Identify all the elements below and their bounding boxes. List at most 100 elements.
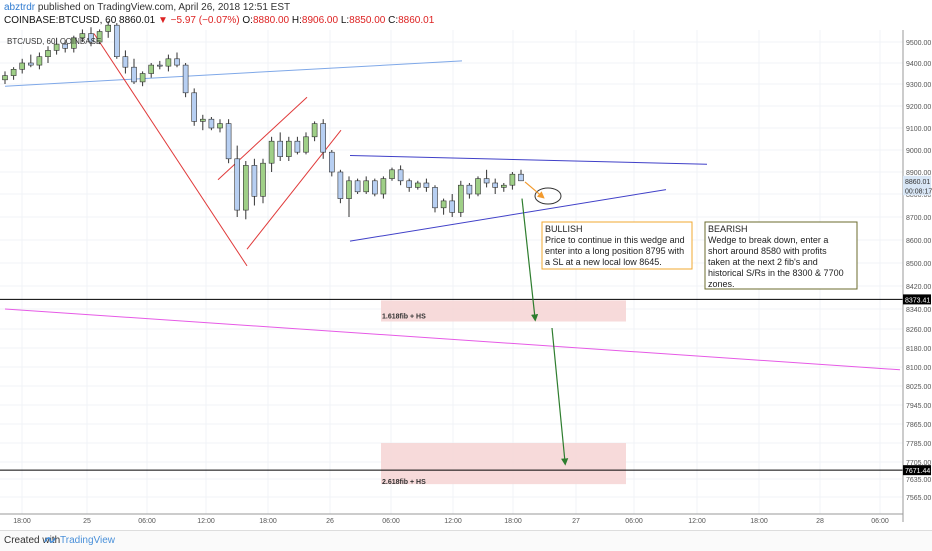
candle[interactable] (414, 180, 421, 190)
candle[interactable] (406, 178, 413, 192)
price-label-bg (903, 294, 931, 305)
candle[interactable] (225, 119, 232, 164)
candle[interactable] (234, 145, 240, 217)
candle[interactable] (182, 63, 189, 98)
y-tick-label: 8180.00 (906, 346, 931, 353)
candle[interactable] (500, 183, 507, 192)
candle[interactable] (268, 136, 275, 172)
candle[interactable] (174, 52, 180, 68)
x-tick-label: 28 (816, 518, 824, 525)
candle[interactable] (122, 50, 129, 74)
green-arrow-1[interactable] (521, 198, 539, 322)
candle[interactable] (62, 39, 69, 53)
candle[interactable] (27, 54, 34, 68)
candle[interactable] (380, 176, 387, 199)
wedge-upper-line[interactable] (349, 155, 708, 165)
price-chart[interactable]: 1.618fib + HS 2.618fib + HS BULLISHPrice … (0, 0, 932, 530)
candle-body (208, 118, 215, 129)
candle[interactable] (518, 169, 524, 182)
tradingview-brand-link[interactable]: TradingView (60, 535, 116, 546)
candle[interactable] (311, 121, 318, 142)
candle[interactable] (475, 176, 481, 197)
candle[interactable] (397, 165, 404, 186)
candle[interactable] (139, 71, 146, 87)
candle[interactable] (71, 35, 77, 53)
candle[interactable] (492, 178, 499, 194)
bearish-note-box (704, 221, 858, 290)
candle-body (260, 162, 266, 197)
green-arrow-2[interactable] (551, 327, 569, 466)
candle-body (475, 178, 481, 195)
candle[interactable] (191, 88, 197, 126)
candle[interactable] (251, 158, 258, 206)
candle[interactable] (208, 117, 215, 131)
candle[interactable] (354, 178, 361, 194)
candle[interactable] (217, 119, 223, 133)
candle[interactable] (328, 150, 335, 177)
candle[interactable] (277, 132, 284, 161)
trendline-pink[interactable] (4, 308, 901, 371)
candle[interactable] (509, 172, 516, 190)
candle[interactable] (105, 21, 111, 38)
open-value: 8880.00 (252, 15, 290, 26)
x-tick-label: 06:00 (625, 518, 643, 525)
candle[interactable] (303, 132, 309, 155)
orange-arrow[interactable] (524, 181, 545, 199)
candle[interactable] (131, 58, 137, 84)
candle[interactable] (148, 63, 154, 78)
y-tick-label: 8800.00 (906, 192, 931, 199)
candle[interactable] (260, 158, 266, 204)
candle[interactable] (285, 136, 292, 161)
candle-body (449, 200, 456, 213)
candle[interactable] (337, 169, 344, 204)
candle[interactable] (200, 114, 206, 131)
candle[interactable] (165, 54, 172, 72)
candle[interactable] (432, 185, 438, 213)
candle[interactable] (2, 71, 8, 84)
candle[interactable] (243, 161, 249, 220)
bullish-note-line: Price to continue in this wedge and (545, 235, 685, 245)
highlight-ellipse[interactable] (534, 187, 562, 205)
trendline-blue-light[interactable] (4, 60, 463, 87)
publish-info: abztrdr published on TradingView.com, Ap… (4, 2, 290, 13)
trendline-red-drop[interactable] (93, 33, 248, 267)
candle[interactable] (320, 119, 327, 159)
candle[interactable] (466, 183, 473, 199)
price-change: −5.97 (−0.07%) (170, 15, 240, 26)
bearish-note-line: taken at the next 2 fib's and (708, 257, 818, 267)
y-tick-label: 9000.00 (906, 148, 931, 155)
candle[interactable] (36, 52, 43, 70)
candle[interactable] (294, 136, 301, 155)
candle-body (157, 64, 163, 67)
candle[interactable] (10, 67, 17, 80)
x-tick-label: 12:00 (444, 518, 462, 525)
candle[interactable] (96, 29, 103, 45)
candle[interactable] (53, 37, 60, 55)
candle[interactable] (363, 176, 370, 194)
candle[interactable] (157, 60, 163, 70)
wedge-lower-line[interactable] (349, 189, 667, 242)
trendline-red-upper[interactable] (217, 96, 308, 181)
candle[interactable] (19, 58, 26, 74)
candle[interactable] (371, 178, 378, 197)
fib-zone-label: 2.618fib + HS (382, 479, 426, 486)
y-tick-label: 9100.00 (906, 126, 931, 133)
x-tick-label: 18:00 (504, 518, 522, 525)
candle[interactable] (346, 176, 352, 217)
candle-body (320, 123, 327, 153)
candle[interactable] (114, 23, 120, 59)
candle[interactable] (423, 178, 430, 192)
candle[interactable] (389, 167, 395, 181)
candle[interactable] (483, 169, 490, 188)
candle[interactable] (88, 27, 94, 47)
candle[interactable] (79, 29, 86, 42)
candle[interactable] (457, 180, 464, 217)
y-tick-label: 8900.00 (906, 170, 931, 177)
candle[interactable] (449, 194, 456, 217)
candle[interactable] (440, 198, 447, 215)
candle[interactable] (45, 46, 51, 63)
username-link[interactable]: abztrdr (4, 2, 36, 13)
candle-body (10, 69, 17, 76)
